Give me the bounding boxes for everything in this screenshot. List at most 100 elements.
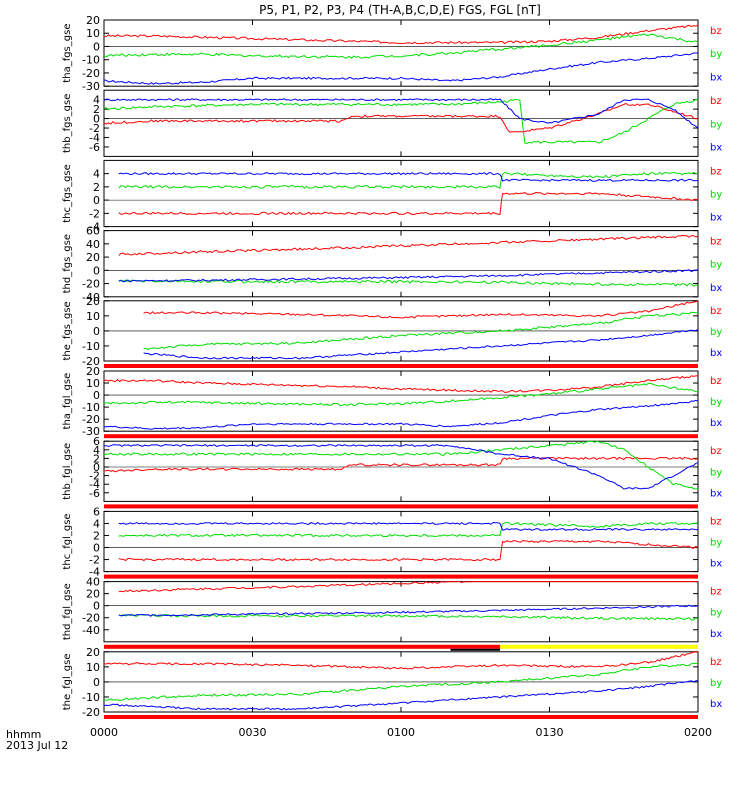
legend-entry-bx: bx	[710, 559, 722, 570]
y-tick-label: -6	[89, 141, 100, 154]
y-tick-label: 0	[93, 194, 100, 207]
x-tick-label: 0030	[239, 726, 267, 739]
y-tick-label: -10	[82, 54, 100, 67]
chart-title: P5, P1, P2, P3, P4 (TH-A,B,C,D,E) FGS, F…	[259, 3, 541, 17]
series-line-by	[103, 440, 699, 490]
y-tick-label: 40	[86, 576, 100, 589]
y-tick-label: 4	[93, 444, 100, 457]
y-tick-label: 2	[93, 529, 100, 542]
series-line-bz	[118, 581, 698, 593]
legend-entry-bz: bz	[710, 96, 722, 107]
y-tick-label: 4	[93, 517, 100, 530]
y-tick-label: -4	[89, 221, 100, 234]
y-tick-label: 2	[93, 181, 100, 194]
panel-frame	[103, 159, 699, 228]
panel-frame	[103, 230, 699, 298]
series-line-bx	[103, 98, 699, 129]
status-bar-yellow	[500, 644, 698, 649]
legend-entry-bz: bz	[710, 166, 722, 177]
y-axis-label: thc_fgs_gse	[62, 164, 73, 223]
series-line-bz	[118, 234, 699, 256]
y-tick-label: 4	[93, 94, 100, 107]
y-tick-label: 20	[86, 365, 100, 378]
legend-entry-by: by	[710, 608, 722, 619]
legend-entry-by: by	[710, 678, 722, 689]
status-bar-black	[450, 648, 500, 651]
legend-entry-by: by	[710, 538, 722, 549]
panel-frame	[103, 440, 699, 502]
legend-entry-by: by	[710, 119, 722, 130]
y-tick-label: 0	[93, 600, 100, 613]
y-tick-label: 0	[93, 325, 100, 338]
panel-thc_fgs_gse: 420-2-4 thc_fgs_gse bz by bx	[62, 159, 722, 234]
series-line-bz	[104, 456, 699, 473]
status-bar-red	[104, 434, 698, 439]
x-tick-label: 0200	[684, 726, 712, 739]
series-line-bz	[103, 102, 699, 133]
series-line-by	[103, 33, 699, 59]
y-tick-label: 40	[86, 238, 100, 251]
y-tick-label: 0	[93, 113, 100, 126]
y-axis-label: thd_fgl_gse	[62, 583, 73, 640]
series-line-bx	[103, 399, 699, 430]
series-line-bx	[118, 604, 699, 617]
y-tick-label: 2	[93, 103, 100, 116]
series-line-by	[103, 98, 699, 145]
legend-entry-bz: bz	[710, 306, 722, 317]
y-axis-label: the_fgs_gse	[62, 301, 73, 360]
y-tick-label: 60	[86, 225, 100, 238]
legend-entry-bz: bz	[710, 26, 722, 37]
y-tick-label: -10	[82, 340, 100, 353]
legend-entry-bx: bx	[710, 283, 722, 294]
status-bar-red	[104, 574, 698, 579]
legend-entry-bx: bx	[710, 418, 722, 429]
y-tick-label: -2	[89, 554, 100, 567]
y-axis-label: thc_fgl_gse	[62, 513, 73, 569]
panel-thb_fgs_gse: 420-2-4-6 thb_fgs_gse bz by bx	[62, 89, 722, 157]
legend-entry-bx: bx	[710, 72, 722, 83]
y-tick-label: 6	[93, 435, 100, 448]
y-tick-label: 20	[86, 295, 100, 308]
y-tick-label: -4	[89, 478, 100, 491]
legend-entry-bx: bx	[710, 142, 722, 153]
legend-entry-bx: bx	[710, 488, 722, 499]
x-axis-label-top: hhmm	[6, 728, 41, 741]
y-tick-label: -4	[89, 131, 100, 144]
y-axis-label: tha_fgl_gse	[62, 373, 73, 430]
x-tick-label: 0130	[536, 726, 564, 739]
y-tick-label: 0	[93, 264, 100, 277]
status-bar-red	[104, 715, 698, 719]
y-tick-label: -20	[82, 612, 100, 625]
series-line-by	[118, 521, 699, 538]
series-line-by	[118, 279, 699, 287]
legend-entry-bx: bx	[710, 629, 722, 640]
panel-frame	[103, 19, 699, 87]
series-line-bx	[103, 679, 699, 711]
legend-entry-bx: bx	[710, 348, 722, 359]
y-tick-label: -10	[82, 691, 100, 704]
series-line-bz	[103, 651, 698, 670]
y-axis-label: thb_fgl_gse	[62, 443, 73, 500]
series-line-bx	[118, 521, 699, 531]
legend-entry-by: by	[710, 190, 722, 201]
series-line-by	[103, 662, 699, 701]
legend-entry-bz: bz	[710, 587, 722, 598]
y-tick-label: -2	[89, 470, 100, 483]
x-axis-label-bottom: 2013 Jul 12	[6, 739, 68, 752]
y-tick-label: 0	[93, 389, 100, 402]
series-line-bz	[103, 24, 699, 45]
panel-the_fgs_gse: 20 10 0 -10 -20 the_fgs_gse bz by bx	[62, 295, 722, 368]
series-line-by	[118, 171, 699, 189]
y-axis-label: tha_fgs_gse	[62, 24, 73, 83]
x-tick-label: 0000	[90, 726, 118, 739]
legend-entry-by: by	[710, 467, 722, 478]
legend-entry-bz: bz	[710, 657, 722, 668]
y-axis-label: thb_fgs_gse	[62, 94, 73, 153]
